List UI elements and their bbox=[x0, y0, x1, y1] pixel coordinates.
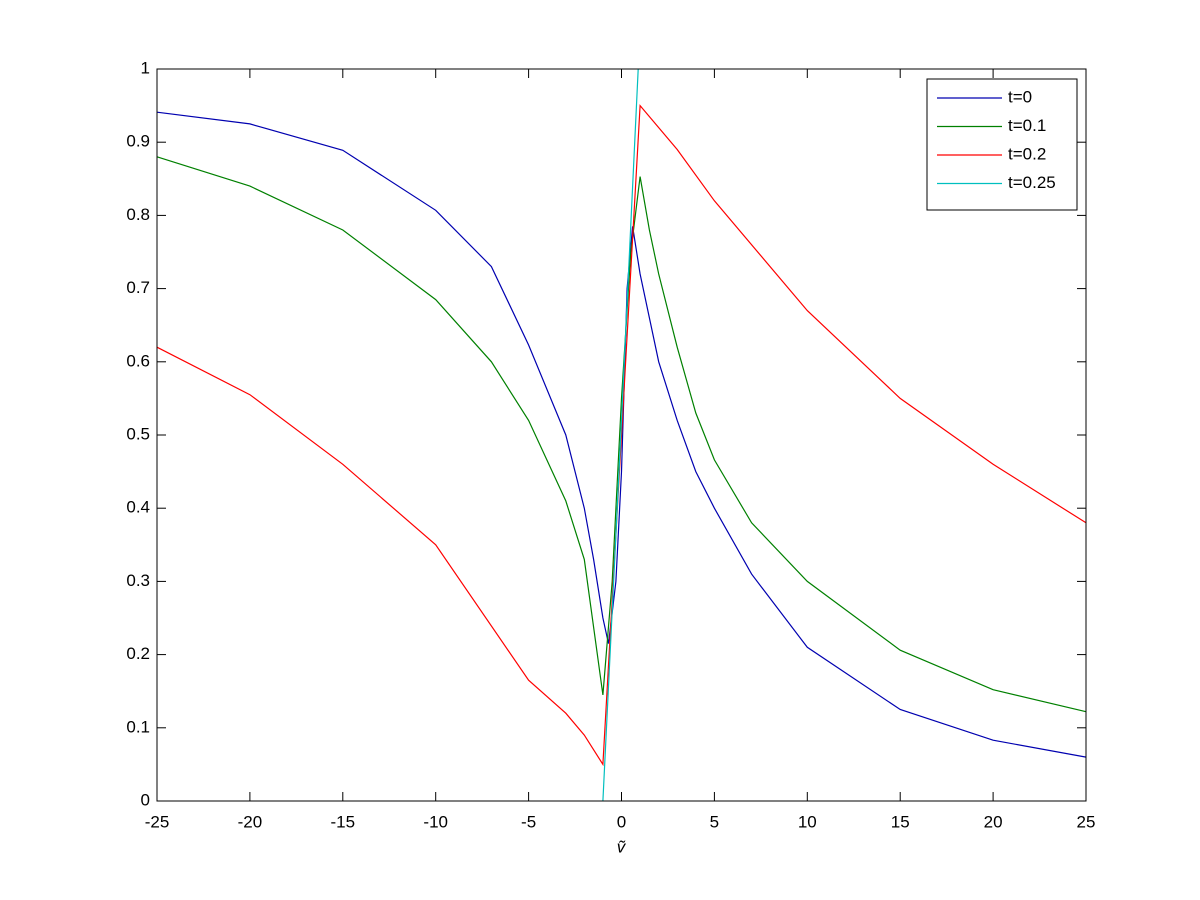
data-line bbox=[156, 156, 1087, 713]
x-tick-label: 20 bbox=[984, 812, 1003, 831]
y-tick-label: 0.4 bbox=[126, 498, 150, 517]
x-tick-label: -10 bbox=[423, 812, 448, 831]
legend-label: t=0.1 bbox=[1008, 116, 1046, 135]
y-tick-label: 0.2 bbox=[126, 644, 150, 663]
legend-label: t=0.2 bbox=[1008, 144, 1046, 163]
y-tick-label: 0.5 bbox=[126, 424, 150, 443]
x-tick-label: 5 bbox=[710, 812, 719, 831]
x-tick-label: 25 bbox=[1077, 812, 1096, 831]
x-tick-label: -5 bbox=[521, 812, 536, 831]
y-tick-label: 0.7 bbox=[126, 278, 150, 297]
y-tick-label: 0.9 bbox=[126, 132, 150, 151]
legend-label: t=0 bbox=[1008, 87, 1032, 106]
y-tick-label: 1 bbox=[141, 58, 150, 77]
x-tick-label: 0 bbox=[617, 812, 626, 831]
data-line bbox=[156, 104, 1087, 767]
x-tick-label: -25 bbox=[145, 812, 170, 831]
legend-label: t=0.25 bbox=[1008, 173, 1056, 192]
y-tick-label: 0 bbox=[141, 790, 150, 809]
legend-box bbox=[926, 78, 1078, 211]
y-tick-label: 0.1 bbox=[126, 717, 150, 736]
y-tick-label: 0.3 bbox=[126, 571, 150, 590]
x-tick-label: -20 bbox=[238, 812, 263, 831]
data-line bbox=[602, 68, 639, 802]
y-tick-label: 0.8 bbox=[126, 205, 150, 224]
y-tick-label: 0.6 bbox=[126, 351, 150, 370]
x-axis-label: ṽ bbox=[617, 837, 627, 856]
x-tick-label: 10 bbox=[798, 812, 817, 831]
x-tick-label: 15 bbox=[891, 812, 910, 831]
x-tick-label: -15 bbox=[331, 812, 356, 831]
